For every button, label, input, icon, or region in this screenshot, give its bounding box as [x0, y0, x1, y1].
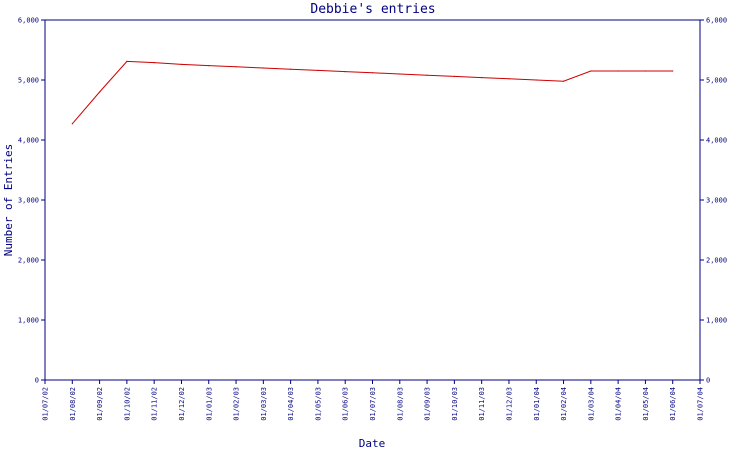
x-tick-label: 01/01/04 — [533, 387, 541, 421]
data-point — [535, 79, 537, 81]
x-tick-label: 01/11/02 — [151, 387, 159, 421]
x-tick-label: 01/05/03 — [314, 387, 322, 421]
y-tick-label-left: 4,000 — [18, 137, 39, 145]
data-point — [290, 68, 292, 70]
data-point — [399, 73, 401, 75]
y-tick-label-right: 1,000 — [706, 317, 727, 325]
y-tick-label-left: 2,000 — [18, 257, 39, 265]
chart-title: Debbie's entries — [310, 2, 435, 17]
x-tick-label: 01/09/03 — [424, 387, 432, 421]
data-point — [98, 91, 101, 93]
data-point — [126, 60, 128, 63]
x-tick-label: 01/11/03 — [478, 387, 486, 421]
x-tick-label: 01/03/04 — [587, 387, 595, 421]
data-point — [481, 77, 483, 79]
series-layer — [71, 60, 674, 125]
y-tick-label-right: 2,000 — [706, 257, 727, 265]
x-tick-label: 01/02/03 — [233, 387, 241, 421]
x-tick-label: 01/02/04 — [560, 387, 568, 421]
data-point — [617, 70, 619, 72]
x-tick-label: 01/09/02 — [96, 387, 104, 421]
y-tick-label-left: 3,000 — [18, 197, 39, 205]
data-point — [371, 72, 374, 74]
data-point — [562, 80, 565, 82]
data-point — [235, 66, 237, 68]
x-tick-label: 01/07/02 — [42, 387, 50, 421]
y-tick-label-right: 4,000 — [706, 137, 727, 145]
data-point — [672, 70, 674, 72]
x-tick-label: 01/12/02 — [178, 387, 186, 421]
x-tick-label: 01/04/04 — [615, 387, 623, 421]
x-tick-label: 01/07/04 — [697, 387, 705, 421]
data-point — [644, 70, 647, 72]
x-tick-label: 01/01/03 — [205, 387, 213, 421]
data-point — [590, 70, 592, 72]
data-point — [453, 75, 455, 77]
data-point — [317, 69, 319, 71]
x-tick-label: 01/03/03 — [260, 387, 268, 421]
x-tick-label: 01/04/03 — [287, 387, 295, 421]
y-tick-label-left: 5,000 — [18, 77, 39, 85]
data-point — [71, 123, 73, 125]
x-tick-label: 01/08/03 — [396, 387, 404, 421]
y-tick-label-left: 0 — [35, 377, 39, 385]
y-tick-label-right: 5,000 — [706, 77, 727, 85]
series-line — [71, 60, 673, 125]
y-tick-label-right: 3,000 — [706, 197, 727, 205]
plot-frame — [44, 19, 701, 381]
x-tick-label: 01/05/04 — [642, 387, 650, 421]
y-tick-label-left: 1,000 — [18, 317, 39, 325]
data-point — [508, 78, 510, 80]
x-tick-label: 01/06/03 — [342, 387, 350, 421]
y-axis-label: Number of Entries — [2, 144, 15, 257]
data-point — [180, 63, 183, 65]
x-tick-label: 01/10/03 — [451, 387, 459, 421]
x-tick-label: 01/08/02 — [69, 387, 77, 421]
x-tick-label: 01/06/04 — [669, 387, 677, 421]
x-tick-label: 01/12/03 — [505, 387, 513, 421]
data-point — [426, 74, 428, 76]
y-tick-label-right: 0 — [706, 377, 710, 385]
y-axis-right: 0 1,000 2,000 3,000 4,000 5,000 6,000 — [700, 17, 727, 385]
y-tick-label-right: 6,000 — [706, 17, 727, 25]
data-point — [344, 71, 346, 73]
data-point — [262, 67, 264, 69]
data-point — [153, 62, 155, 64]
x-tick-label: 01/07/03 — [369, 387, 377, 421]
data-point — [208, 65, 210, 67]
x-tick-label: 01/10/02 — [123, 387, 131, 421]
y-axis-left: 0 1,000 2,000 3,000 4,000 5,000 6,000 — [18, 17, 45, 385]
y-tick-label-left: 6,000 — [18, 17, 39, 25]
x-axis-label: Date — [359, 437, 386, 450]
x-axis: 01/07/02 01/08/02 01/09/02 01/10/02 01/11/02… — [42, 380, 705, 421]
